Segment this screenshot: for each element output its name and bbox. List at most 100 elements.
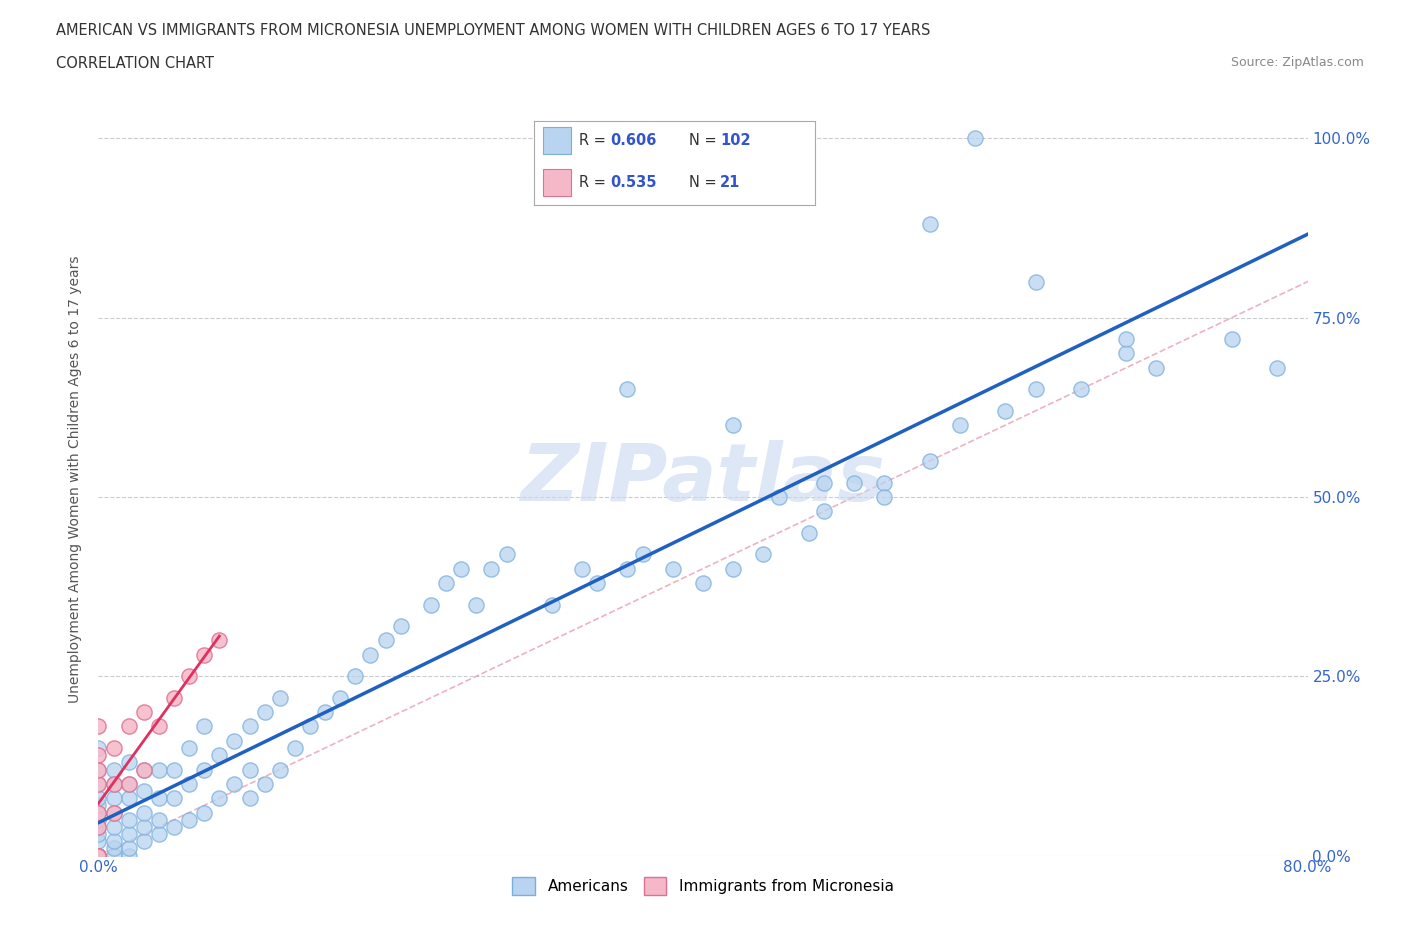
Point xyxy=(723,418,745,432)
Point xyxy=(193,805,215,820)
Point xyxy=(87,848,110,863)
Point xyxy=(389,618,412,633)
Point xyxy=(87,719,110,734)
Point xyxy=(118,790,141,805)
Point xyxy=(132,784,155,799)
Point xyxy=(918,217,941,232)
Point xyxy=(118,827,141,842)
Point xyxy=(103,740,125,755)
Point xyxy=(87,848,110,863)
Point xyxy=(616,561,638,576)
Point xyxy=(450,561,472,576)
Point xyxy=(918,454,941,469)
Point xyxy=(873,489,896,504)
Point xyxy=(87,819,110,834)
Point xyxy=(269,690,291,705)
Point xyxy=(163,690,186,705)
Point xyxy=(148,790,170,805)
Point xyxy=(844,475,866,490)
Point xyxy=(118,841,141,856)
Point xyxy=(481,561,503,576)
Point xyxy=(208,633,231,648)
Text: AMERICAN VS IMMIGRANTS FROM MICRONESIA UNEMPLOYMENT AMONG WOMEN WITH CHILDREN AG: AMERICAN VS IMMIGRANTS FROM MICRONESIA U… xyxy=(56,23,931,38)
Point xyxy=(813,475,835,490)
Point xyxy=(87,848,110,863)
Point xyxy=(179,777,201,791)
Point xyxy=(87,819,110,834)
Point xyxy=(616,382,638,397)
Point xyxy=(873,475,896,490)
Point xyxy=(87,790,110,805)
Point xyxy=(87,848,110,863)
Point xyxy=(1115,332,1137,347)
Point xyxy=(132,819,155,834)
Point xyxy=(208,748,231,763)
Point xyxy=(148,827,170,842)
Point xyxy=(87,848,110,863)
Point xyxy=(208,790,231,805)
Point xyxy=(994,404,1017,418)
Point xyxy=(465,597,488,612)
Point xyxy=(118,812,141,827)
Point xyxy=(344,669,367,684)
Point xyxy=(87,848,110,863)
Text: ZIPatlas: ZIPatlas xyxy=(520,440,886,518)
Point xyxy=(132,762,155,777)
Point xyxy=(314,705,336,720)
Point xyxy=(239,790,262,805)
Point xyxy=(132,834,155,849)
Point xyxy=(1220,332,1243,347)
Point xyxy=(103,777,125,791)
Text: N =: N = xyxy=(689,175,721,190)
Point xyxy=(495,547,517,562)
Point xyxy=(692,576,714,591)
Point xyxy=(1115,346,1137,361)
Point xyxy=(132,705,155,720)
Text: N =: N = xyxy=(689,133,721,148)
Point xyxy=(163,819,186,834)
Point xyxy=(179,812,201,827)
Text: 0.606: 0.606 xyxy=(610,133,657,148)
Point xyxy=(179,669,201,684)
Text: 102: 102 xyxy=(720,133,751,148)
Point xyxy=(118,719,141,734)
Point xyxy=(87,848,110,863)
Point xyxy=(752,547,775,562)
Point xyxy=(163,762,186,777)
Point xyxy=(1070,382,1092,397)
Point xyxy=(132,805,155,820)
Point xyxy=(299,719,322,734)
Point xyxy=(239,762,262,777)
Point xyxy=(87,777,110,791)
Point xyxy=(87,848,110,863)
Point xyxy=(949,418,972,432)
Point xyxy=(87,762,110,777)
Point xyxy=(118,777,141,791)
Point xyxy=(87,805,110,820)
Point xyxy=(1024,382,1046,397)
Point xyxy=(965,131,987,146)
Point xyxy=(148,812,170,827)
Point xyxy=(87,762,110,777)
Point xyxy=(179,740,201,755)
Point xyxy=(87,812,110,827)
Bar xyxy=(543,127,571,154)
Point xyxy=(87,798,110,813)
Point xyxy=(374,633,396,648)
Point xyxy=(103,841,125,856)
Point xyxy=(193,647,215,662)
Legend: Americans, Immigrants from Micronesia: Americans, Immigrants from Micronesia xyxy=(506,870,900,900)
Text: 0.535: 0.535 xyxy=(610,175,657,190)
Point xyxy=(87,848,110,863)
Point xyxy=(103,848,125,863)
Point xyxy=(87,848,110,863)
Point xyxy=(103,777,125,791)
Bar xyxy=(543,169,571,196)
Point xyxy=(103,805,125,820)
Point xyxy=(87,827,110,842)
Text: 21: 21 xyxy=(720,175,740,190)
Y-axis label: Unemployment Among Women with Children Ages 6 to 17 years: Unemployment Among Women with Children A… xyxy=(69,255,83,703)
Point xyxy=(571,561,593,576)
Point xyxy=(163,790,186,805)
Point xyxy=(103,834,125,849)
